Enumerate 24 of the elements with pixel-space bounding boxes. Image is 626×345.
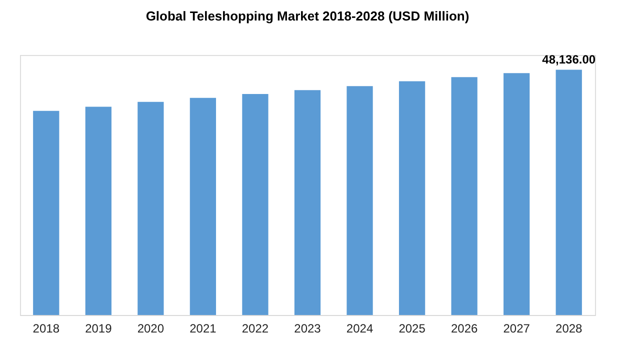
x-tick-label: 2018 <box>32 322 60 336</box>
bar <box>294 90 321 315</box>
x-tick-label: 2028 <box>556 322 583 336</box>
data-label: 48,136.00 <box>542 52 596 67</box>
bar <box>556 70 582 315</box>
x-tick-label: 2027 <box>503 322 530 336</box>
bar <box>504 73 530 315</box>
bar <box>85 106 112 315</box>
bar <box>33 110 60 315</box>
x-tick-label: 2025 <box>398 322 426 336</box>
bar <box>451 77 478 315</box>
x-tick-label: 2021 <box>190 322 217 336</box>
bar <box>190 98 216 315</box>
bar <box>346 86 373 315</box>
x-tick-label: 2019 <box>85 322 112 336</box>
x-tick-label: 2024 <box>346 322 374 336</box>
chart-title: Global Teleshopping Market 2018-2028 (USD Million) <box>146 8 470 24</box>
x-tick-label: 2020 <box>137 322 164 336</box>
bar <box>138 102 164 315</box>
bar <box>398 81 426 315</box>
x-tick-label: 2023 <box>294 322 322 336</box>
bar <box>242 94 268 315</box>
x-tick-label: 2026 <box>450 322 478 336</box>
x-tick-label: 2022 <box>242 322 269 336</box>
